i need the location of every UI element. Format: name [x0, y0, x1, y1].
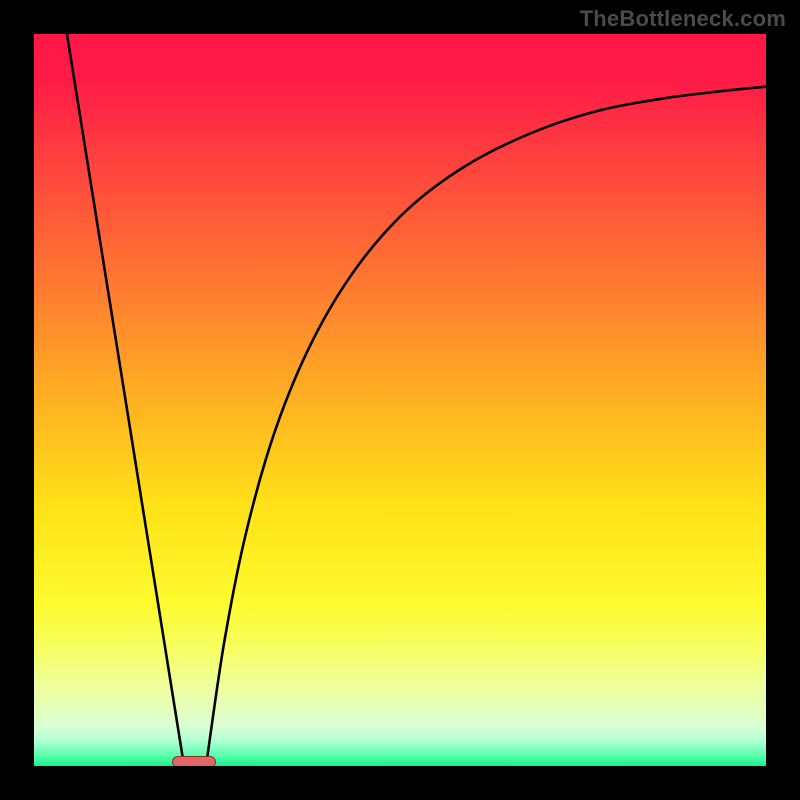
chart-canvas: TheBottleneck.com — [0, 0, 800, 800]
watermark-text: TheBottleneck.com — [580, 6, 786, 32]
plot-area — [34, 34, 766, 766]
minimum-marker-pill — [172, 756, 216, 766]
right-rising-curve — [206, 87, 766, 766]
curves-layer — [34, 34, 766, 766]
left-descending-line — [67, 34, 184, 766]
